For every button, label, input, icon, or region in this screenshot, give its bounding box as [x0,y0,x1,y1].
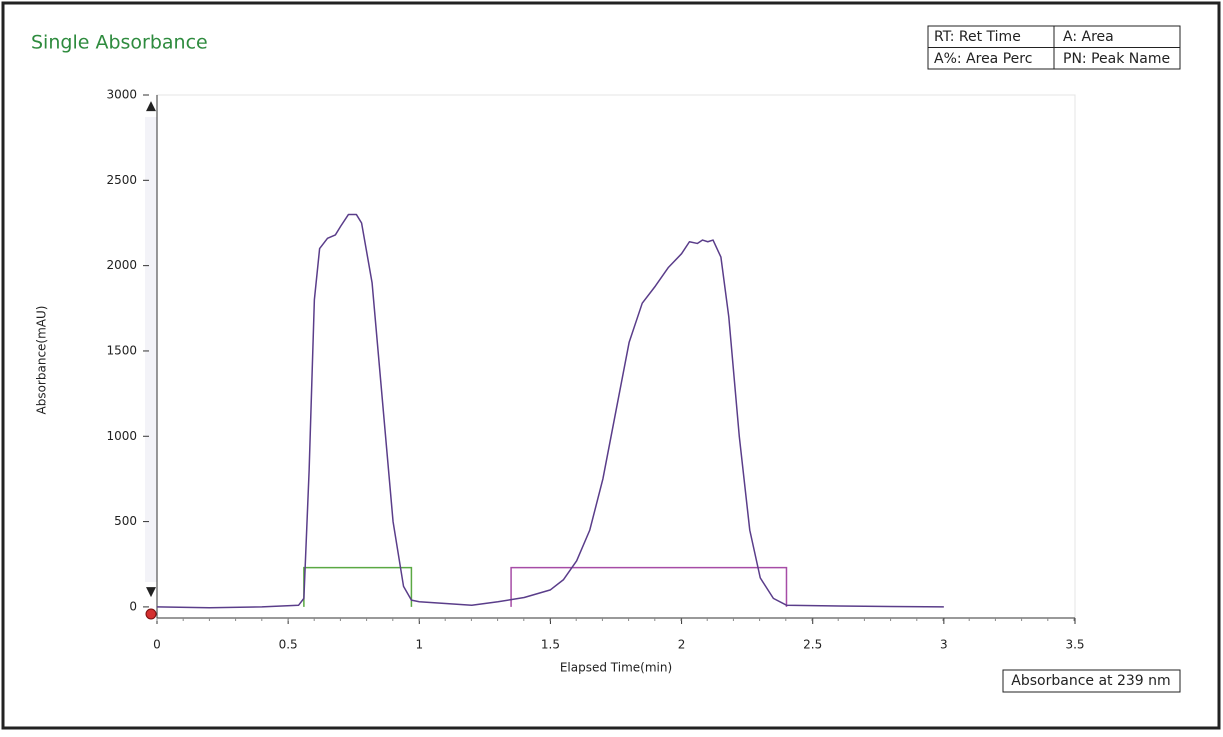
x-tick-label: 1.5 [541,638,560,652]
x-tick-label: 0 [153,638,161,652]
abbreviation-table: RT: Ret Time A: Area A%: Area Perc PN: P… [927,25,1181,70]
x-tick-label: 3.5 [1065,638,1084,652]
x-axis-label: Elapsed Time(min) [560,661,672,675]
y-tick-label: 2500 [106,173,137,187]
abbreviation: PN: Peak Name [1063,51,1170,67]
data-line [156,213,944,609]
y-tick-label: 0 [129,599,137,613]
peak-window [510,566,788,607]
x-tick-label: 2.5 [803,638,822,652]
abbreviation: A: Area [1063,29,1114,45]
y-tick-label: 1500 [106,343,137,357]
x-tick-label: 3 [940,638,948,652]
detector-box [1002,669,1181,693]
chart-title: Single Absorbance [31,32,208,54]
scroll-down[interactable]: ▼ [146,585,156,600]
y-axis-label: Absorbance(mAU) [35,306,49,415]
y-tick-label: 2000 [106,258,137,272]
y-tick-label: 3000 [106,88,137,102]
scroll-up[interactable]: ▲ [146,99,156,114]
abbreviation: RT: Ret Time [934,29,1021,45]
x-tick-label: 2 [678,638,686,652]
y-tick-label: 500 [114,514,137,528]
marker-handle[interactable] [145,608,157,620]
x-tick-label: 0.5 [279,638,298,652]
x-tick-label: 1 [415,638,423,652]
scroll-track [145,117,157,582]
abbreviation: A%: Area Perc [934,51,1032,67]
y-tick-label: 1000 [106,429,137,443]
detector-label: Absorbance at 239 nm [1011,673,1170,689]
